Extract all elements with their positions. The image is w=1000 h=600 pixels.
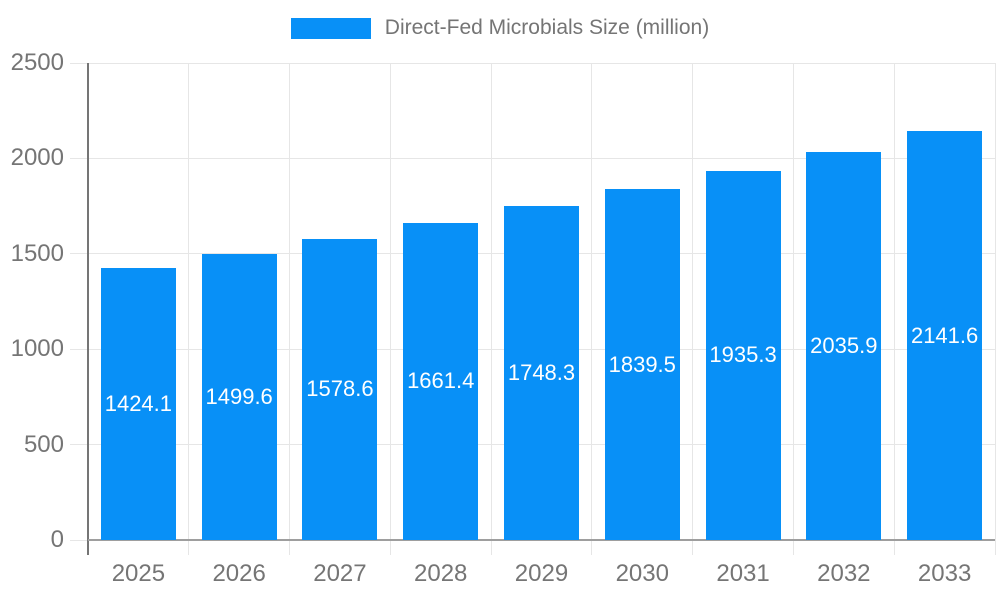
bar-2025[interactable] <box>100 268 176 540</box>
chart-legend[interactable]: Direct-Fed Microbials Size (million) <box>0 16 1000 40</box>
gridline <box>792 63 794 555</box>
y-axis-label: 0 <box>50 526 64 553</box>
y-axis-label: 2000 <box>10 144 64 172</box>
bar-2030[interactable] <box>604 189 680 540</box>
gridline <box>591 63 593 555</box>
y-axis-line <box>87 63 89 555</box>
x-axis-label: 2031 <box>716 560 770 587</box>
bar-2031[interactable] <box>705 170 781 540</box>
x-axis-label: 2027 <box>313 560 367 587</box>
bar-2029[interactable] <box>504 206 579 540</box>
bar-2028[interactable] <box>403 223 479 540</box>
gridline <box>88 157 995 159</box>
gridline <box>692 63 694 555</box>
x-axis-label: 2032 <box>817 560 871 587</box>
bar-2027[interactable] <box>302 238 378 540</box>
y-axis-label: 1000 <box>10 335 64 363</box>
y-axis-tick <box>70 62 88 64</box>
y-axis-tick <box>70 157 88 159</box>
gridline <box>88 62 995 64</box>
legend-label: Direct-Fed Microbials Size (million) <box>384 16 710 39</box>
gridline <box>994 63 996 555</box>
x-axis-label: 2026 <box>212 560 266 587</box>
gridline <box>289 63 291 555</box>
y-axis-tick <box>70 253 88 255</box>
y-axis-label: 500 <box>23 430 64 458</box>
x-axis-label: 2029 <box>514 560 569 587</box>
legend-swatch-icon <box>290 17 371 39</box>
x-axis-label: 2033 <box>917 560 972 587</box>
gridline <box>893 63 895 555</box>
bar-2033[interactable] <box>907 131 983 540</box>
y-axis-label: 2500 <box>10 49 64 76</box>
y-axis-tick <box>70 444 88 446</box>
x-axis-label: 2028 <box>414 560 468 587</box>
bar-2026[interactable] <box>201 253 277 540</box>
y-axis-label: 1500 <box>10 239 64 267</box>
y-axis-tick <box>70 539 88 541</box>
gridline <box>188 63 190 555</box>
gridline <box>490 63 492 555</box>
y-axis-tick <box>70 348 88 350</box>
gridline <box>389 63 391 555</box>
x-axis-label: 2025 <box>111 560 166 587</box>
bar-2032[interactable] <box>806 151 882 540</box>
x-axis-label: 2030 <box>615 560 669 587</box>
